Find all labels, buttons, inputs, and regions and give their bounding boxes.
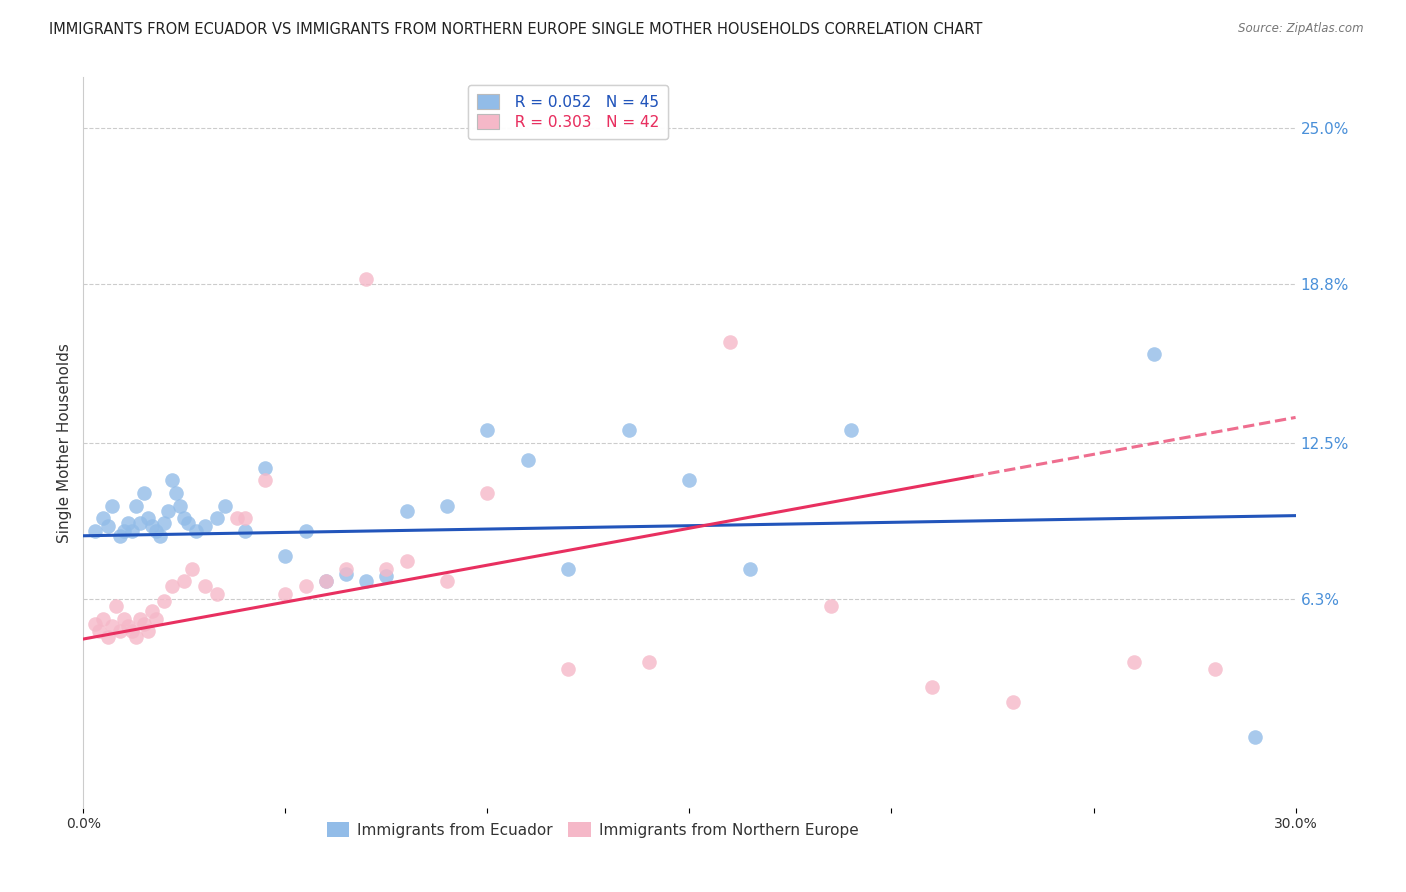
Point bbox=[169, 499, 191, 513]
Point bbox=[214, 499, 236, 513]
Point bbox=[112, 612, 135, 626]
Point bbox=[117, 619, 139, 633]
Point bbox=[125, 499, 148, 513]
Point bbox=[173, 511, 195, 525]
Point bbox=[205, 511, 228, 525]
Point bbox=[354, 272, 377, 286]
Point bbox=[153, 516, 176, 531]
Point bbox=[112, 524, 135, 538]
Point bbox=[254, 460, 277, 475]
Point bbox=[617, 423, 640, 437]
Point bbox=[1123, 655, 1146, 669]
Point bbox=[436, 499, 458, 513]
Point bbox=[149, 529, 172, 543]
Point bbox=[177, 516, 200, 531]
Point bbox=[395, 554, 418, 568]
Point bbox=[136, 624, 159, 639]
Point bbox=[205, 587, 228, 601]
Point bbox=[274, 587, 297, 601]
Point bbox=[117, 516, 139, 531]
Point bbox=[557, 662, 579, 676]
Point bbox=[233, 524, 256, 538]
Point bbox=[335, 561, 357, 575]
Point bbox=[108, 529, 131, 543]
Point bbox=[254, 474, 277, 488]
Point bbox=[375, 561, 398, 575]
Point bbox=[193, 518, 215, 533]
Point bbox=[128, 516, 150, 531]
Point bbox=[108, 624, 131, 639]
Point bbox=[121, 524, 143, 538]
Point bbox=[738, 561, 761, 575]
Point bbox=[1204, 662, 1226, 676]
Point bbox=[173, 574, 195, 588]
Point bbox=[921, 680, 943, 694]
Point bbox=[718, 334, 741, 349]
Point bbox=[315, 574, 337, 588]
Point bbox=[225, 511, 247, 525]
Point bbox=[141, 604, 163, 618]
Point bbox=[294, 579, 316, 593]
Point bbox=[128, 612, 150, 626]
Point bbox=[104, 599, 127, 614]
Point bbox=[354, 574, 377, 588]
Point bbox=[89, 624, 111, 639]
Point bbox=[84, 524, 107, 538]
Point bbox=[839, 423, 862, 437]
Point bbox=[436, 574, 458, 588]
Point bbox=[84, 616, 107, 631]
Point bbox=[477, 423, 499, 437]
Point bbox=[153, 594, 176, 608]
Legend: Immigrants from Ecuador, Immigrants from Northern Europe: Immigrants from Ecuador, Immigrants from… bbox=[321, 816, 865, 844]
Point bbox=[820, 599, 842, 614]
Point bbox=[375, 569, 398, 583]
Point bbox=[638, 655, 661, 669]
Point bbox=[145, 524, 167, 538]
Point bbox=[96, 518, 118, 533]
Point bbox=[100, 499, 122, 513]
Point bbox=[477, 486, 499, 500]
Point bbox=[557, 561, 579, 575]
Point bbox=[160, 579, 183, 593]
Text: IMMIGRANTS FROM ECUADOR VS IMMIGRANTS FROM NORTHERN EUROPE SINGLE MOTHER HOUSEHO: IMMIGRANTS FROM ECUADOR VS IMMIGRANTS FR… bbox=[49, 22, 983, 37]
Point bbox=[93, 511, 115, 525]
Point bbox=[160, 474, 183, 488]
Point bbox=[395, 503, 418, 517]
Point bbox=[193, 579, 215, 593]
Point bbox=[181, 561, 204, 575]
Point bbox=[165, 486, 187, 500]
Point bbox=[145, 612, 167, 626]
Point bbox=[1244, 730, 1267, 744]
Point bbox=[294, 524, 316, 538]
Point bbox=[157, 503, 180, 517]
Point bbox=[93, 612, 115, 626]
Point bbox=[132, 486, 155, 500]
Point bbox=[315, 574, 337, 588]
Point bbox=[186, 524, 208, 538]
Point bbox=[516, 453, 538, 467]
Point bbox=[1143, 347, 1166, 361]
Point bbox=[678, 474, 700, 488]
Text: Source: ZipAtlas.com: Source: ZipAtlas.com bbox=[1239, 22, 1364, 36]
Point bbox=[141, 518, 163, 533]
Point bbox=[1001, 695, 1024, 709]
Point bbox=[96, 630, 118, 644]
Point bbox=[233, 511, 256, 525]
Point bbox=[125, 630, 148, 644]
Point bbox=[132, 616, 155, 631]
Point bbox=[335, 566, 357, 581]
Point bbox=[136, 511, 159, 525]
Point bbox=[121, 624, 143, 639]
Point bbox=[100, 619, 122, 633]
Y-axis label: Single Mother Households: Single Mother Households bbox=[58, 343, 72, 542]
Point bbox=[274, 549, 297, 563]
